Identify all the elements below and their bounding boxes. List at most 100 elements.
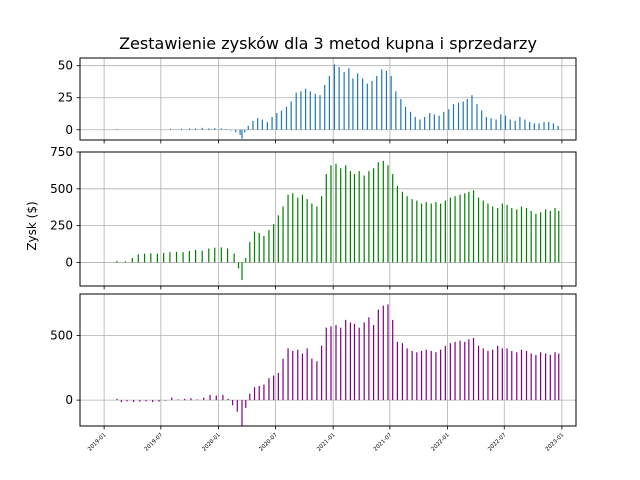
bar	[257, 118, 259, 130]
bar	[416, 352, 418, 401]
bar	[487, 350, 489, 401]
bar	[230, 129, 232, 131]
bar	[305, 88, 307, 130]
bar	[406, 348, 408, 401]
panel-1: 0 25 50	[58, 57, 577, 144]
bar	[430, 350, 432, 401]
bar	[353, 174, 356, 263]
bar	[548, 122, 550, 130]
bar	[543, 122, 545, 130]
bar	[180, 128, 183, 130]
bar	[525, 207, 528, 263]
bar	[116, 129, 118, 130]
bar	[500, 114, 502, 130]
bar	[353, 323, 356, 401]
bar	[438, 115, 440, 130]
bar	[400, 99, 402, 130]
bar	[530, 210, 532, 263]
bar	[220, 247, 222, 263]
bar	[545, 353, 547, 401]
bar	[392, 174, 394, 263]
bar	[362, 78, 364, 130]
bar	[554, 352, 556, 401]
bar	[425, 349, 427, 401]
bar	[126, 400, 128, 402]
bar	[169, 128, 172, 130]
bar	[490, 118, 492, 130]
bar	[424, 116, 426, 130]
bar	[203, 397, 205, 401]
bar	[382, 160, 384, 263]
bar	[520, 349, 523, 401]
bar	[182, 252, 184, 263]
bar	[462, 101, 464, 130]
bar	[268, 378, 270, 401]
bar	[139, 400, 141, 402]
bar	[482, 200, 484, 263]
bar	[209, 394, 211, 401]
bar	[440, 203, 442, 263]
bar	[406, 196, 408, 263]
bar	[241, 400, 243, 426]
bar	[116, 260, 118, 263]
bar	[482, 348, 484, 401]
bar	[208, 248, 210, 263]
y-tick-label: 50	[58, 59, 73, 73]
bar	[201, 127, 203, 130]
bar	[390, 75, 392, 130]
bar	[363, 175, 365, 263]
bar	[535, 354, 537, 401]
bar	[396, 185, 398, 263]
bar	[227, 398, 229, 401]
bar	[319, 95, 321, 130]
y-tick-label: 0	[65, 393, 73, 407]
bar	[247, 125, 249, 130]
bar	[425, 202, 427, 263]
bar	[535, 213, 537, 263]
bar	[330, 326, 332, 401]
bar	[516, 209, 518, 263]
bar	[245, 400, 247, 408]
bar	[226, 248, 229, 263]
bar	[195, 249, 197, 263]
bar	[396, 341, 398, 401]
bar	[340, 327, 342, 401]
bar	[324, 84, 326, 130]
bar	[277, 215, 279, 263]
bar	[285, 106, 288, 130]
bar	[472, 190, 475, 263]
bar	[520, 206, 523, 263]
bar	[277, 372, 279, 401]
bar	[208, 128, 210, 130]
bar	[495, 119, 497, 130]
bar	[328, 75, 331, 130]
bar	[241, 129, 243, 139]
bar	[549, 210, 551, 263]
bar	[215, 395, 217, 401]
bar	[487, 203, 489, 263]
bar	[345, 319, 347, 401]
bar	[372, 325, 375, 401]
bar	[124, 261, 127, 263]
bar	[349, 322, 351, 401]
y-tick-label: 25	[58, 91, 73, 105]
bar	[297, 197, 299, 263]
bar	[132, 400, 135, 403]
bar	[377, 309, 379, 401]
bar	[190, 398, 192, 401]
bar	[472, 338, 475, 401]
bar	[454, 341, 456, 401]
bar	[316, 361, 318, 401]
bar	[492, 206, 494, 263]
bar	[430, 203, 432, 263]
bar	[449, 343, 451, 401]
bar	[335, 163, 337, 263]
bar	[306, 199, 308, 263]
bar	[476, 104, 478, 130]
bar	[557, 125, 559, 130]
bar	[252, 120, 254, 130]
bar	[241, 262, 243, 281]
bar	[435, 352, 437, 401]
bar	[300, 91, 302, 130]
bar	[214, 247, 216, 263]
